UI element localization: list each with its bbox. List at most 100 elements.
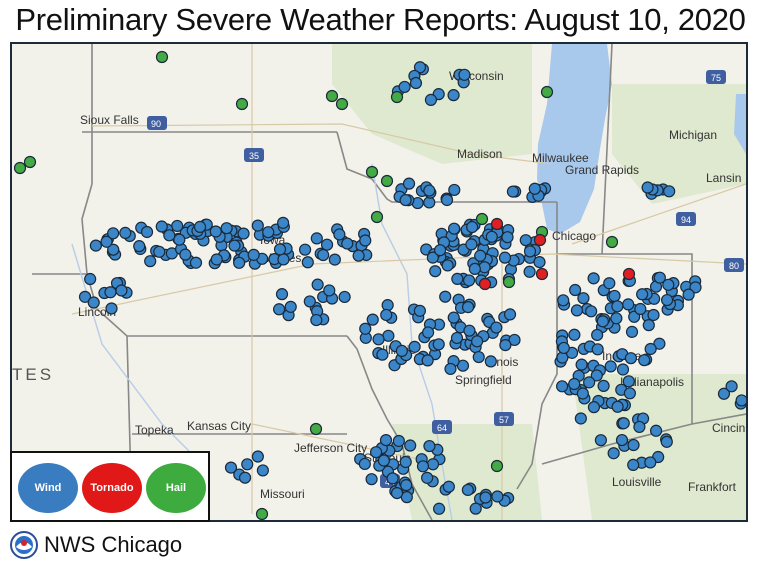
tornado-report-marker <box>622 267 636 281</box>
wind-report-marker <box>432 502 446 515</box>
shield-i90: 90 <box>147 116 167 130</box>
wind-report-marker <box>590 369 603 382</box>
wind-report-marker <box>490 321 503 334</box>
wind-report-marker <box>115 284 128 297</box>
nws-logo-icon <box>10 531 38 559</box>
shield-i94: 94 <box>676 212 696 226</box>
wind-report-marker <box>499 338 512 352</box>
hail-report-marker <box>490 459 504 473</box>
hail-report-marker <box>335 97 349 111</box>
label-madison: Madison <box>457 147 502 161</box>
wind-report-marker <box>597 379 610 393</box>
wind-report-marker <box>434 244 447 257</box>
hail-report-marker <box>475 212 489 226</box>
wind-report-marker <box>466 220 479 234</box>
wind-report-marker <box>404 439 417 452</box>
wind-report-marker <box>376 348 389 361</box>
shield-i64: 64 <box>432 420 452 434</box>
wind-report-marker <box>107 227 120 240</box>
wind-report-marker <box>390 486 404 500</box>
label-missouri: Missouri <box>260 487 305 501</box>
tornado-report-marker <box>533 233 547 247</box>
wind-report-marker <box>447 89 460 102</box>
wind-report-marker <box>140 225 154 239</box>
credit-text: NWS Chicago <box>44 532 183 557</box>
svg-text:75: 75 <box>711 73 721 83</box>
wind-report-marker <box>358 457 371 471</box>
wind-report-marker <box>381 299 394 312</box>
wind-report-marker <box>557 341 570 355</box>
wind-report-marker <box>576 387 589 400</box>
wind-report-marker <box>616 363 630 376</box>
wind-report-marker <box>247 248 260 261</box>
wind-report-marker <box>501 231 514 244</box>
wind-report-marker <box>638 354 651 367</box>
wind-report-marker <box>617 417 630 430</box>
wind-report-marker <box>171 219 184 233</box>
wind-report-marker <box>604 360 617 373</box>
wind-report-marker <box>451 272 464 286</box>
wind-report-marker <box>155 220 168 233</box>
wind-report-marker <box>323 284 336 297</box>
wind-report-marker <box>341 237 354 250</box>
wind-report-marker <box>444 362 457 376</box>
wind-report-marker <box>421 471 434 484</box>
storm-report-markers <box>13 50 746 520</box>
label-cincinnati: Cincin <box>712 421 745 435</box>
map-canvas: Wisconsin Sioux Falls Madison Milwaukee … <box>12 44 746 520</box>
svg-text:94: 94 <box>681 215 691 225</box>
lake-michigan <box>537 44 612 234</box>
wind-report-marker <box>506 185 520 198</box>
shield-i75: 75 <box>706 70 726 84</box>
wind-report-marker <box>653 337 666 350</box>
svg-text:35: 35 <box>249 151 259 161</box>
legend-tornado: Tornado <box>82 463 142 513</box>
wind-report-marker <box>303 295 316 308</box>
wind-report-marker <box>591 343 604 356</box>
wind-report-marker <box>317 248 330 262</box>
wind-report-marker <box>625 325 639 338</box>
wind-report-marker <box>469 502 482 515</box>
highways <box>71 44 746 520</box>
wind-report-marker <box>555 380 569 393</box>
hail-report-marker <box>380 174 394 188</box>
wind-report-marker <box>275 288 289 301</box>
svg-text:90: 90 <box>151 119 161 129</box>
wind-report-marker <box>641 181 654 194</box>
wind-report-marker <box>591 328 604 342</box>
wind-report-marker <box>399 455 412 469</box>
svg-text:57: 57 <box>499 415 509 425</box>
wind-report-marker <box>663 185 676 198</box>
wind-report-marker <box>338 290 351 304</box>
wind-report-marker <box>523 265 536 278</box>
label-indianapolis: Indianapolis <box>620 375 684 389</box>
hail-report-marker <box>309 422 323 436</box>
wind-report-marker <box>399 193 412 207</box>
shield-i80: 80 <box>724 258 744 272</box>
label-milwaukee: Milwaukee <box>532 151 589 165</box>
wind-report-marker <box>479 491 492 504</box>
wind-report-marker <box>224 461 238 474</box>
wind-report-marker <box>472 350 485 364</box>
label-topeka: Topeka <box>135 423 174 437</box>
wind-report-marker <box>107 243 120 256</box>
wind-report-marker <box>461 483 474 497</box>
wind-report-marker <box>647 308 660 322</box>
wind-report-marker <box>238 471 252 484</box>
label-tes: TES <box>12 365 54 384</box>
wind-report-marker <box>251 219 264 232</box>
wind-report-marker <box>277 216 290 229</box>
wind-report-marker <box>610 312 623 325</box>
wind-report-marker <box>440 193 454 207</box>
wind-report-marker <box>310 232 323 245</box>
wind-report-marker <box>574 412 587 425</box>
wind-report-marker <box>528 182 541 195</box>
wind-report-marker <box>627 458 640 472</box>
wind-report-marker <box>89 239 102 252</box>
wind-report-marker <box>421 354 434 367</box>
wind-report-marker <box>583 376 596 389</box>
wind-report-marker <box>717 387 731 400</box>
wind-report-marker <box>633 420 646 434</box>
wind-report-marker <box>87 296 100 309</box>
wind-report-marker <box>498 251 512 264</box>
